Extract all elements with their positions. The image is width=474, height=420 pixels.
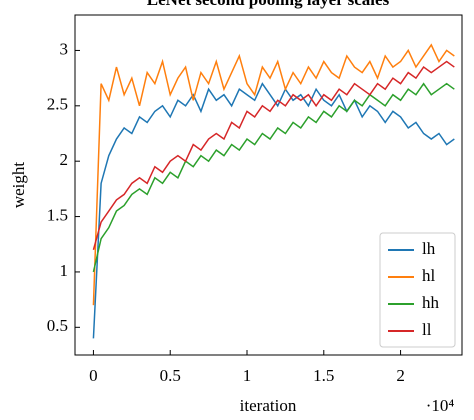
y-tick-label: 2 [60, 150, 69, 169]
x-tick-label: 1.5 [313, 366, 334, 385]
line-series [92, 82, 455, 339]
legend-label: hh [422, 293, 440, 312]
chart-title: LeNet second pooling layer scales [147, 0, 390, 9]
legend-label: hl [422, 266, 436, 285]
plot-frame [74, 14, 463, 356]
x-axis-label: iteration [240, 396, 297, 415]
x-tick-label: 1 [243, 366, 252, 385]
x-tick-label: 2 [396, 366, 405, 385]
line-series [92, 60, 455, 250]
legend-label: lh [422, 239, 436, 258]
x-tick-label: 0.5 [160, 366, 181, 385]
y-tick-label: 2.5 [47, 95, 68, 114]
legend-label: ll [422, 320, 432, 339]
line-series [92, 43, 455, 306]
x-tick-label: 0 [89, 366, 98, 385]
y-tick-label: 1.5 [47, 205, 68, 224]
y-tick-label: 1 [60, 261, 69, 280]
y-tick-label: 0.5 [47, 316, 68, 335]
y-tick-label: 3 [60, 39, 69, 58]
x-offset-label: ·10⁴ [426, 396, 455, 415]
legend-box [379, 232, 456, 348]
line-series [92, 82, 455, 273]
y-axis-label: weight [9, 162, 28, 209]
